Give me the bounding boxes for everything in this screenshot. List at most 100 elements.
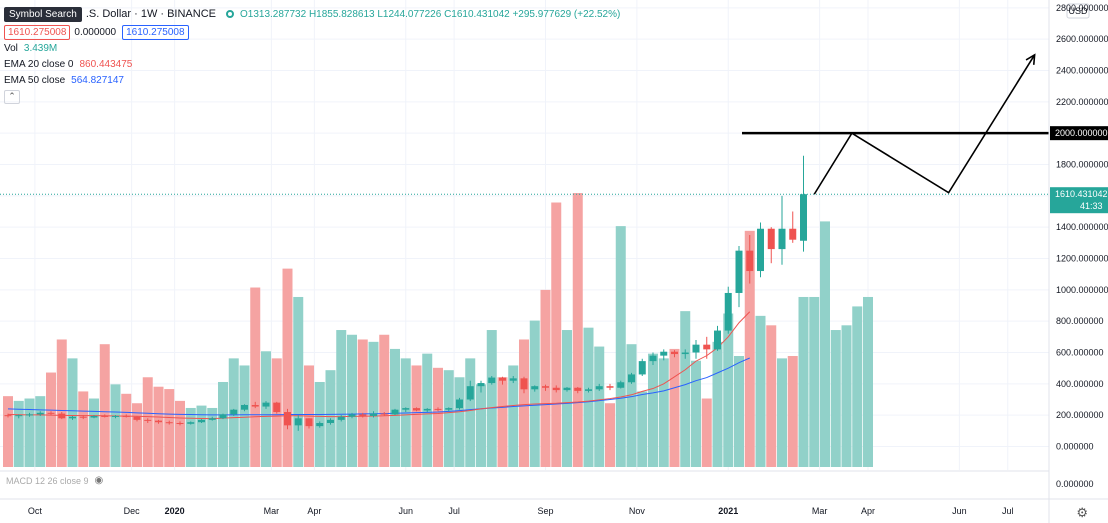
volume-bar — [863, 296, 873, 467]
candle — [155, 419, 162, 424]
candles — [4, 155, 807, 431]
legend-ema50-row[interactable]: EMA 50 close 564.827147 — [4, 72, 620, 88]
candle — [58, 412, 66, 420]
x-tick-label: Mar — [812, 506, 828, 516]
ema20-line — [7, 311, 751, 420]
candle-body — [327, 419, 334, 423]
symbol-search-button[interactable]: Symbol Search — [4, 6, 82, 22]
candle-body — [294, 418, 302, 426]
volume-bar — [508, 365, 519, 467]
candle-body — [606, 386, 614, 388]
volume-bars — [3, 193, 873, 468]
candle-body — [746, 250, 754, 272]
candle — [4, 413, 12, 418]
volume-bar — [293, 296, 304, 467]
volume-bar — [723, 313, 734, 467]
volume-bar — [239, 365, 250, 467]
candle — [778, 195, 786, 265]
chart-legend: Symbol Search .S. Dollar · 1W · BINANCE … — [4, 6, 620, 104]
volume-bar — [691, 360, 701, 467]
candle — [187, 421, 195, 425]
y-tick-label: 2400.000000 — [1056, 66, 1108, 76]
candle-body — [585, 389, 592, 391]
chevron-up-icon[interactable]: ⌃ — [4, 90, 20, 104]
legend-ema20-row[interactable]: EMA 20 close 0 860.443475 — [4, 56, 620, 72]
candle-body — [692, 344, 700, 353]
x-tick-label: Sep — [537, 506, 553, 516]
volume-bar — [551, 202, 562, 467]
volume-bar — [841, 325, 852, 467]
volume-bar — [572, 193, 583, 468]
candle-body — [638, 361, 646, 375]
candle — [617, 380, 625, 389]
x-tick-label: Apr — [861, 506, 875, 516]
candle-body — [273, 402, 281, 413]
candle-body — [219, 414, 227, 419]
candle-body — [187, 422, 195, 424]
volume-bar — [3, 396, 13, 467]
y-tick-label: 1200.000000 — [1056, 254, 1108, 264]
legend-title-row: Symbol Search .S. Dollar · 1W · BINANCE … — [4, 6, 620, 22]
y-tick-label: 800.000000 — [1056, 316, 1104, 326]
candle-body — [47, 412, 55, 414]
volume-bar — [680, 311, 691, 467]
candle — [671, 350, 678, 358]
candle-body — [574, 387, 582, 391]
volume-bar — [486, 330, 497, 467]
sell-price-button[interactable]: 1610.275008 — [4, 24, 71, 40]
candle-body — [101, 415, 109, 417]
candle-body — [112, 415, 119, 417]
candle — [499, 376, 506, 385]
current-price-label: 1610.431042 — [1055, 189, 1108, 199]
candle-body — [660, 351, 668, 356]
volume-bar — [562, 330, 572, 467]
y-tick-label: 600.000000 — [1056, 348, 1104, 358]
volume-bar — [755, 315, 766, 467]
ema50-label: EMA 50 close — [4, 74, 66, 86]
candle — [144, 418, 152, 423]
volume-bar — [132, 403, 142, 467]
volume-bar — [852, 306, 863, 467]
volume-bar — [347, 334, 357, 467]
candle — [413, 407, 420, 412]
volume-bar — [336, 330, 347, 467]
candle — [165, 420, 173, 425]
candle-body — [316, 423, 324, 427]
volume-bar — [207, 407, 218, 467]
candle — [456, 397, 463, 410]
countdown-label: 41:33 — [1080, 201, 1103, 211]
buy-price-button[interactable]: 1610.275008 — [122, 24, 189, 40]
volume-bar — [454, 377, 465, 467]
candle — [230, 408, 238, 416]
volume-bar — [734, 356, 744, 467]
volume-bar — [658, 358, 669, 467]
macd-legend[interactable]: MACD 12 26 close 9 ◉ — [6, 475, 103, 486]
candle-body — [26, 414, 33, 416]
candle-body — [724, 292, 732, 331]
candle-body — [413, 408, 420, 411]
candle-body — [133, 416, 141, 420]
candle — [112, 415, 119, 419]
x-tick-label: Jun — [398, 506, 413, 516]
candle — [735, 245, 743, 308]
candle — [262, 401, 270, 409]
eye-icon[interactable]: ◉ — [94, 475, 104, 486]
symbol-title[interactable]: .S. Dollar · 1W · BINANCE — [85, 8, 216, 20]
candle — [542, 384, 549, 391]
candle — [26, 412, 33, 417]
legend-vol-row[interactable]: Vol 3.439M — [4, 40, 620, 56]
candle — [724, 286, 732, 334]
volume-bar — [35, 396, 46, 467]
volume-bar — [497, 377, 508, 467]
y-tick-label: 2800.000000 — [1056, 3, 1108, 13]
candle-body — [499, 377, 506, 381]
candle-body — [69, 416, 76, 419]
time-axis: Oct Dec 2020 Mar Apr Jun Jul Sep Nov 2021 Mar Apr Ju… — [28, 506, 1014, 516]
candle-body — [735, 250, 743, 293]
level-label: 2000.000000 — [1055, 128, 1108, 138]
market-status-icon — [226, 10, 234, 18]
candle-body — [391, 409, 399, 415]
macd-label: MACD 12 26 close 9 — [6, 475, 89, 486]
gear-icon[interactable]: ⚙ — [1076, 505, 1088, 520]
